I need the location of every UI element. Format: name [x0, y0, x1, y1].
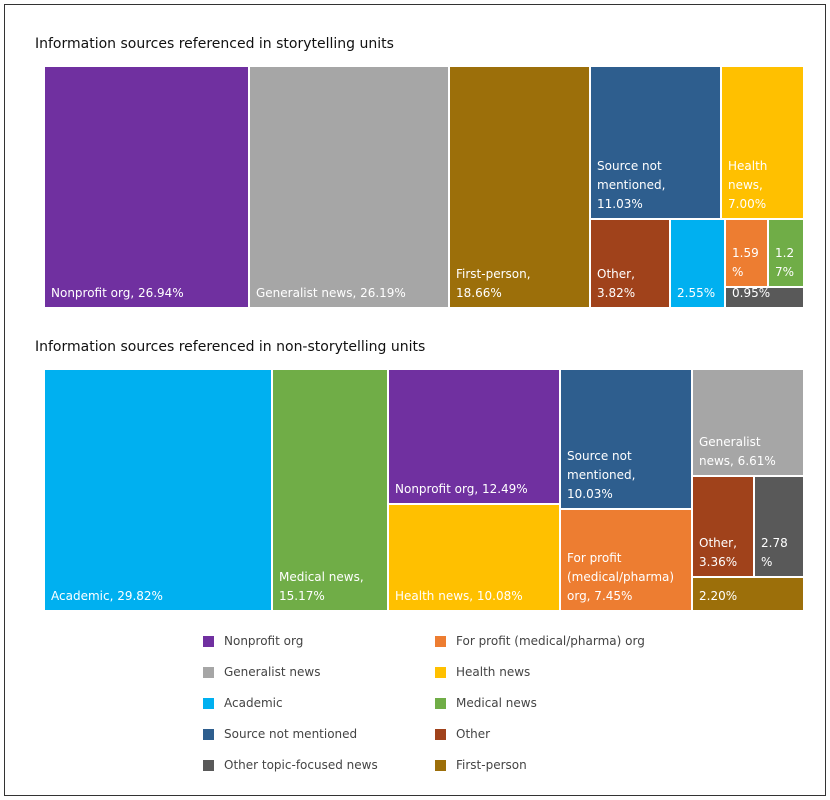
non-storytelling-cell-generalist-news: Generalist news, 6.61%: [692, 369, 804, 476]
cell-label: Nonprofit org, 12.49%: [395, 480, 556, 499]
storytelling-cell-medical-news: 1.2 7%: [768, 219, 804, 287]
non-storytelling-cell-health-news: Health news, 10.08%: [388, 504, 560, 611]
storytelling-cell-other-topic-focused-news: 0.95%: [725, 287, 804, 308]
legend-swatch: [203, 729, 214, 740]
legend-label: Health news: [456, 665, 530, 679]
legend-swatch: [203, 636, 214, 647]
legend-label: For profit (medical/pharma) org: [456, 634, 645, 648]
cell-label: Source not mentioned, 10.03%: [567, 447, 688, 504]
legend-item-nonprofit-org: Nonprofit org: [203, 632, 303, 650]
non-storytelling-cell-other-topic-focused-news: 2.78 %: [754, 476, 804, 577]
non-storytelling-cell-first-person: 2.20%: [692, 577, 804, 611]
storytelling-cell-nonprofit-org: Nonprofit org, 26.94%: [44, 66, 249, 308]
legend-label: Academic: [224, 696, 283, 710]
cell-label: Nonprofit org, 26.94%: [51, 284, 245, 303]
cell-label: Academic, 29.82%: [51, 587, 268, 606]
cell-label: Health news, 10.08%: [395, 587, 556, 606]
cell-label: Generalist news, 6.61%: [699, 433, 800, 471]
cell-label: Medical news, 15.17%: [279, 568, 384, 606]
non-storytelling-treemap: Academic, 29.82% Medical news, 15.17% Nonp…: [44, 369, 804, 611]
cell-label: 0.95%: [732, 287, 800, 303]
legend-swatch: [203, 760, 214, 771]
cell-label: 2.55%: [677, 284, 721, 303]
legend-swatch: [435, 698, 446, 709]
non-storytelling-cell-nonprofit-org: Nonprofit org, 12.49%: [388, 369, 560, 504]
legend-item-medical-news: Medical news: [435, 694, 537, 712]
legend-label: Generalist news: [224, 665, 320, 679]
chart-legend: Nonprofit org Generalist news Academic Sour…: [203, 632, 703, 782]
legend-item-other-topic-focused-news: Other topic-focused news: [203, 756, 378, 774]
non-storytelling-chart-title: Information sources referenced in non-st…: [35, 339, 425, 355]
storytelling-chart-title: Information sources referenced in storyt…: [35, 36, 394, 52]
legend-label: Medical news: [456, 696, 537, 710]
legend-swatch: [435, 667, 446, 678]
storytelling-cell-academic: 2.55%: [670, 219, 725, 308]
storytelling-cell-first-person: First-person, 18.66%: [449, 66, 590, 308]
legend-swatch: [435, 729, 446, 740]
legend-swatch: [435, 760, 446, 771]
legend-item-health-news: Health news: [435, 663, 530, 681]
cell-label: Health news, 7.00%: [728, 157, 800, 214]
legend-label: Nonprofit org: [224, 634, 303, 648]
storytelling-cell-other: Other, 3.82%: [590, 219, 670, 308]
cell-label: 2.78 %: [761, 534, 800, 572]
storytelling-cell-source-not-mentioned: Source not mentioned, 11.03%: [590, 66, 721, 219]
cell-label: For profit (medical/pharma) org, 7.45%: [567, 549, 688, 606]
non-storytelling-cell-source-not-mentioned: Source not mentioned, 10.03%: [560, 369, 692, 509]
legend-item-generalist-news: Generalist news: [203, 663, 320, 681]
legend-item-other: Other: [435, 725, 490, 743]
legend-label: Source not mentioned: [224, 727, 357, 741]
legend-swatch: [203, 667, 214, 678]
legend-label: First-person: [456, 758, 527, 772]
cell-label: Other, 3.36%: [699, 534, 750, 572]
storytelling-cell-for-profit-medical-pharma-org: 1.59 %: [725, 219, 768, 287]
cell-label: Generalist news, 26.19%: [256, 284, 445, 303]
cell-label: Source not mentioned, 11.03%: [597, 157, 717, 214]
non-storytelling-cell-medical-news: Medical news, 15.17%: [272, 369, 388, 611]
legend-swatch: [435, 636, 446, 647]
cell-label: 1.2 7%: [775, 244, 800, 282]
storytelling-cell-generalist-news: Generalist news, 26.19%: [249, 66, 449, 308]
non-storytelling-cell-other: Other, 3.36%: [692, 476, 754, 577]
storytelling-cell-health-news: Health news, 7.00%: [721, 66, 804, 219]
cell-label: First-person, 18.66%: [456, 265, 586, 303]
cell-label: Other, 3.82%: [597, 265, 666, 303]
cell-label: 1.59 %: [732, 244, 764, 282]
legend-item-first-person: First-person: [435, 756, 527, 774]
legend-item-source-not-mentioned: Source not mentioned: [203, 725, 357, 743]
legend-item-for-profit-medical-pharma-org: For profit (medical/pharma) org: [435, 632, 645, 650]
legend-swatch: [203, 698, 214, 709]
storytelling-treemap: Nonprofit org, 26.94% Generalist news, 26…: [44, 66, 804, 308]
legend-label: Other topic-focused news: [224, 758, 378, 772]
cell-label: 2.20%: [699, 587, 800, 606]
non-storytelling-cell-for-profit-medical-pharma-org: For profit (medical/pharma) org, 7.45%: [560, 509, 692, 611]
non-storytelling-cell-academic: Academic, 29.82%: [44, 369, 272, 611]
legend-label: Other: [456, 727, 490, 741]
legend-item-academic: Academic: [203, 694, 283, 712]
